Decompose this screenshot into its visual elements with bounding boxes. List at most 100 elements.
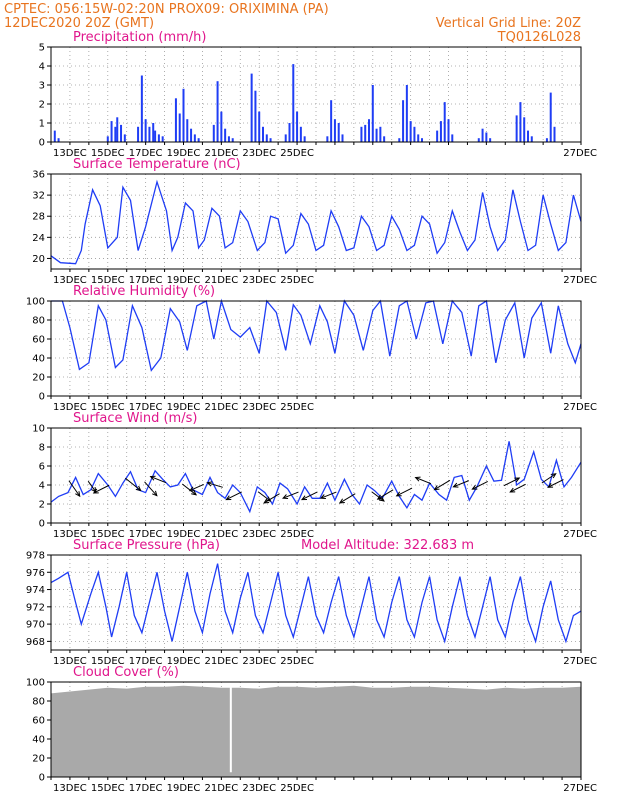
precipitation-bar bbox=[439, 121, 442, 142]
precipitation-bar bbox=[451, 134, 454, 142]
precipitation-bar bbox=[182, 88, 185, 142]
precipitation-bar bbox=[123, 134, 126, 142]
wind-arrow bbox=[226, 491, 242, 501]
x-tick-label: 13DEC bbox=[53, 529, 87, 540]
precipitation-bar bbox=[161, 136, 164, 142]
wind-arrow bbox=[503, 477, 520, 487]
surface-temperature-line bbox=[50, 179, 582, 265]
x-tick-label: 23DEC bbox=[242, 402, 276, 413]
y-tick-label: 4 bbox=[39, 62, 45, 73]
wind-arrow-head bbox=[338, 498, 345, 504]
precipitation-bar bbox=[405, 85, 408, 142]
precipitation-bar bbox=[383, 136, 386, 142]
surface-temperature-title: Surface Temperature (nC) bbox=[73, 157, 241, 172]
cloud-cover-area bbox=[51, 685, 581, 777]
y-tick-label: 974 bbox=[26, 585, 45, 596]
wind-arrow bbox=[150, 476, 167, 484]
y-tick-label: 6 bbox=[39, 462, 45, 473]
wind-arrow-head bbox=[509, 487, 516, 493]
precipitation-bar bbox=[190, 128, 193, 142]
precipitation-bar bbox=[477, 138, 480, 142]
cloud-cover-panel: Cloud Cover (%) 0 20 40 60 80 100 13DEC 15DEC 17D… bbox=[26, 665, 597, 794]
precipitation-bar bbox=[197, 138, 200, 142]
y-tick-label: 60 bbox=[32, 335, 45, 346]
y-tick-label: 20 bbox=[32, 754, 45, 765]
precipitation-bar bbox=[379, 126, 382, 142]
wind-arrow-head bbox=[376, 494, 383, 500]
precipitation-bar bbox=[371, 85, 374, 142]
precipitation-grid bbox=[51, 47, 581, 142]
x-tick-label: 17DEC bbox=[129, 148, 163, 159]
precipitation-bar bbox=[144, 119, 147, 142]
wind-arrow-head bbox=[433, 485, 440, 491]
surface-pressure-panel: Surface Pressure (hPa) Model Altitude: 32… bbox=[26, 538, 597, 667]
y-tick-label: 2 bbox=[39, 100, 45, 111]
wind-arrow bbox=[339, 493, 356, 504]
wind-arrow-head bbox=[550, 473, 557, 479]
wind-arrow-head bbox=[300, 495, 308, 501]
y-tick-label: 5 bbox=[39, 43, 45, 54]
wind-arrow bbox=[207, 482, 223, 488]
precipitation-bar bbox=[152, 123, 155, 142]
x-tick-label: 25DEC bbox=[280, 529, 314, 540]
precipitation-bar bbox=[436, 130, 439, 142]
y-tick-label: 0 bbox=[39, 519, 45, 530]
precipitation-bar bbox=[106, 136, 109, 142]
surface-pressure-title: Surface Pressure (hPa) bbox=[73, 538, 220, 553]
precipitation-bar bbox=[148, 126, 151, 142]
wind-arrow-head bbox=[149, 475, 156, 481]
x-tick-label: 25DEC bbox=[280, 148, 314, 159]
wind-arrow bbox=[263, 493, 280, 504]
x-tick-label: 13DEC bbox=[53, 402, 87, 413]
precipitation-bar bbox=[303, 136, 306, 142]
y-tick-label: 36 bbox=[32, 170, 45, 181]
wind-arrow bbox=[453, 480, 470, 488]
wind-arrow-head bbox=[265, 496, 272, 502]
surface-wind-title: Surface Wind (m/s) bbox=[73, 411, 197, 426]
precipitation-title: Precipitation (mm/h) bbox=[73, 30, 206, 45]
x-tick-label: 23DEC bbox=[242, 148, 276, 159]
y-tick-label: 60 bbox=[32, 716, 45, 727]
y-tick-label: 976 bbox=[26, 568, 45, 579]
y-tick-label: 10 bbox=[32, 424, 45, 435]
precipitation-bar bbox=[530, 136, 533, 142]
x-tick-label: 15DEC bbox=[91, 529, 125, 540]
precipitation-bars bbox=[53, 64, 556, 142]
precipitation-bar bbox=[409, 121, 412, 142]
wind-arrow bbox=[434, 479, 451, 491]
precipitation-bar bbox=[178, 113, 181, 142]
cloud-cover-gap bbox=[229, 682, 232, 773]
precipitation-bar bbox=[330, 100, 333, 142]
precipitation-bar bbox=[481, 128, 484, 142]
wind-arrow bbox=[377, 489, 394, 500]
wind-arrow bbox=[257, 491, 271, 502]
precipitation-bar bbox=[258, 111, 261, 142]
wind-arrow-head bbox=[547, 482, 554, 488]
panels: Precipitation (mm/h) 0 1 2 3 4 5 13DEC 15DEC 17DE… bbox=[26, 30, 597, 794]
precipitation-bar bbox=[57, 138, 60, 142]
y-tick-label: 80 bbox=[32, 697, 45, 708]
wind-arrow-head bbox=[191, 490, 198, 496]
y-tick-label: 972 bbox=[26, 602, 45, 613]
y-tick-label: 32 bbox=[32, 191, 45, 202]
x-tick-label: 15DEC bbox=[91, 275, 125, 286]
precipitation-bar bbox=[398, 138, 401, 142]
precipitation-bar bbox=[193, 134, 196, 142]
y-tick-label: 970 bbox=[26, 620, 45, 631]
x-tick-label: 19DEC bbox=[167, 783, 201, 794]
x-tick-label: 15DEC bbox=[91, 148, 125, 159]
x-tick-label: 27DEC bbox=[563, 275, 597, 286]
x-tick-label: 25DEC bbox=[280, 275, 314, 286]
wind-arrow-head bbox=[263, 498, 270, 504]
wind-arrow bbox=[320, 491, 337, 499]
wind-arrow bbox=[93, 484, 110, 494]
header-grid-line: Vertical Grid Line: 20Z bbox=[436, 16, 581, 31]
x-tick-label: 21DEC bbox=[204, 529, 238, 540]
precipitation-bar bbox=[515, 115, 518, 142]
precipitation-bar bbox=[527, 130, 529, 142]
wind-arrow-head bbox=[135, 485, 142, 492]
y-tick-label: 100 bbox=[26, 297, 45, 308]
x-tick-label: 21DEC bbox=[204, 148, 238, 159]
precipitation-bar bbox=[341, 134, 344, 142]
header-run-time: 12DEC2020 20Z (GMT) bbox=[4, 16, 154, 31]
